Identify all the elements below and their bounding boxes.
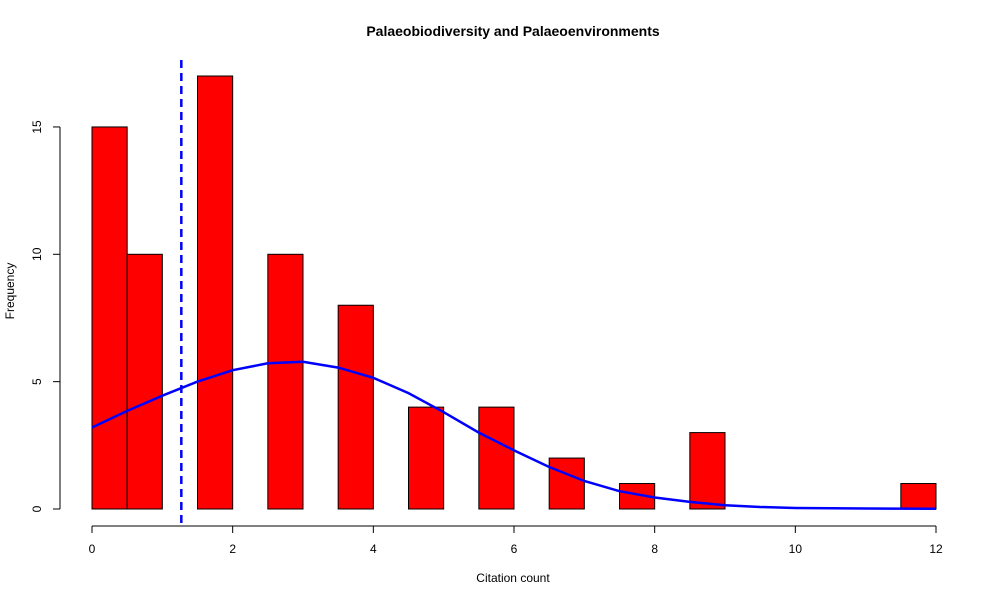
y-tick-label: 10 xyxy=(30,247,44,261)
histogram-bar xyxy=(548,457,585,510)
y-axis: 0 5 10 15 xyxy=(30,120,61,512)
x-tick-label: 0 xyxy=(89,542,96,556)
x-tick-label: 10 xyxy=(789,542,803,556)
histogram-bar xyxy=(689,432,726,510)
chart-title: Palaeobiodiversity and Palaeoenvironment… xyxy=(366,23,660,39)
y-tick-label: 5 xyxy=(30,378,44,385)
histogram-bar xyxy=(900,483,937,510)
bars-group xyxy=(91,75,937,510)
histogram-bar xyxy=(408,406,445,510)
x-tick-label: 6 xyxy=(511,542,518,556)
x-tick-label: 8 xyxy=(651,542,658,556)
x-axis-label: Citation count xyxy=(476,571,550,585)
histogram-bar xyxy=(337,304,374,510)
x-tick-label: 2 xyxy=(229,542,236,556)
x-tick-label: 12 xyxy=(929,542,943,556)
density-curve-group xyxy=(91,360,937,510)
histogram-bar xyxy=(126,253,163,510)
histogram-bar xyxy=(197,75,234,510)
histogram-bar xyxy=(91,126,128,510)
x-axis: 0 2 4 6 8 10 12 xyxy=(89,525,943,556)
y-tick-label: 15 xyxy=(30,120,44,134)
y-tick-label: 0 xyxy=(30,505,44,512)
y-axis-label: Frequency xyxy=(3,263,17,320)
histogram-bar xyxy=(267,253,304,510)
density-curve xyxy=(91,360,937,510)
histogram-bar xyxy=(478,406,515,510)
x-tick-label: 4 xyxy=(370,542,377,556)
